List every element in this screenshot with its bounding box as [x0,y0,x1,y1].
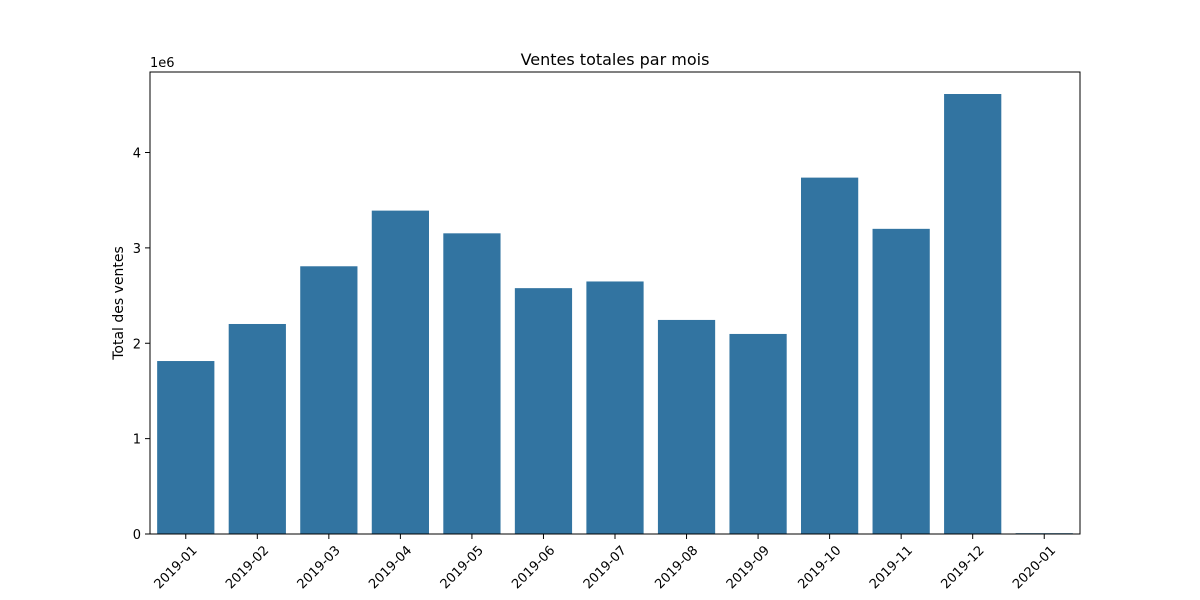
y-axis-label: Total des ventes [111,246,127,361]
x-tick-label: 2019-09 [724,543,773,592]
y-tick-label: 4 [133,147,141,162]
x-tick-label: 2019-03 [295,543,344,592]
x-tick-label: 2019-06 [509,543,558,592]
x-tick-label: 2019-04 [366,543,415,592]
y-axis-offset-label: 1e6 [150,56,175,71]
y-axis: 0 1 2 3 4 [133,147,150,543]
bar-2019-02 [228,323,286,534]
y-tick-label: 3 [133,242,141,257]
bar-2019-01 [157,361,215,534]
bar-2019-06 [514,288,573,534]
y-tick-label: 0 [133,528,141,543]
x-tick-label: 2019-07 [581,543,630,592]
bar-2019-04 [371,210,429,535]
x-tick-label: 2019-10 [795,543,844,592]
bar-2019-03 [300,266,358,534]
bars-group [157,93,1073,535]
x-tick-label: 2020-01 [1010,543,1059,592]
bar-2019-08 [657,319,716,534]
bar-2019-07 [586,281,644,534]
x-axis: 2019-01 2019-02 2019-03 2019-04 2019-05 2019-… [152,534,1059,592]
x-tick-label: 2019-08 [652,543,701,592]
y-tick-label: 2 [133,337,141,352]
x-tick-label: 2019-01 [152,543,201,592]
x-tick-label: 2019-05 [438,543,487,592]
x-tick-label: 2019-11 [867,543,916,592]
bar-2019-05 [443,233,501,535]
x-tick-label: 2019-12 [938,543,987,592]
bar-2019-12 [944,93,1002,534]
bar-2019-11 [872,228,930,534]
chart-title: Ventes totales par mois [521,50,710,69]
bar-2019-10 [801,177,859,534]
x-tick-label: 2019-02 [223,543,272,592]
y-tick-label: 1 [133,433,141,448]
plot-frame [149,71,1081,535]
bar-2019-09 [729,333,787,534]
